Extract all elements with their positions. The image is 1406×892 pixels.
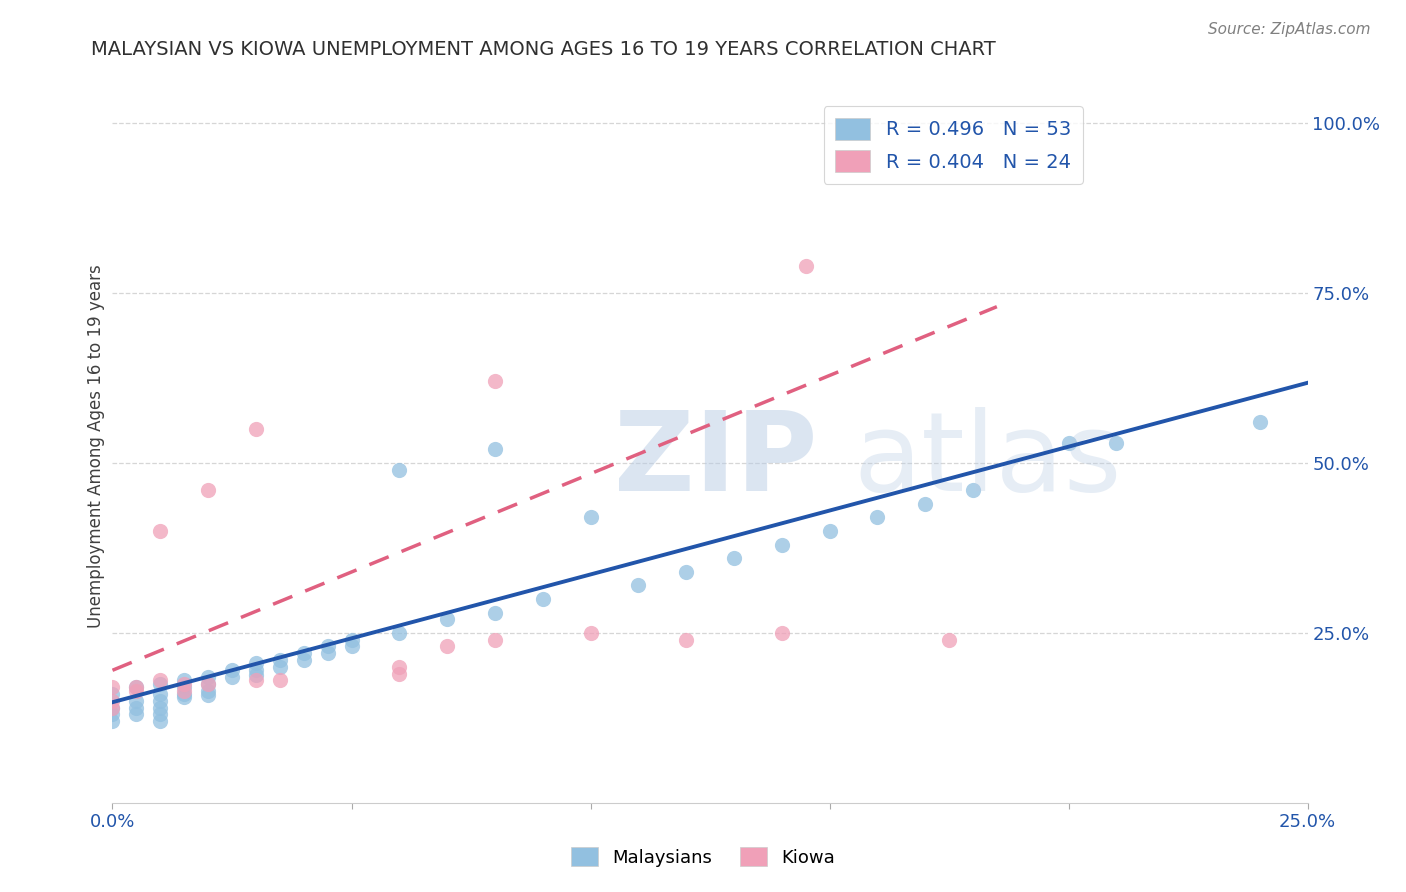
- Point: [962, 483, 984, 498]
- Point: [938, 632, 960, 647]
- Point: [197, 683, 219, 698]
- Point: [173, 690, 195, 705]
- Point: [197, 677, 219, 691]
- Point: [125, 680, 148, 694]
- Text: atlas: atlas: [853, 407, 1122, 514]
- Point: [388, 463, 411, 477]
- Point: [579, 626, 602, 640]
- Point: [245, 663, 267, 677]
- Point: [149, 677, 172, 691]
- Point: [723, 551, 745, 566]
- Point: [914, 497, 936, 511]
- Point: [197, 677, 219, 691]
- Point: [149, 524, 172, 538]
- Point: [388, 666, 411, 681]
- Point: [125, 700, 148, 714]
- Point: [269, 653, 291, 667]
- Point: [101, 714, 124, 729]
- Point: [269, 660, 291, 674]
- Point: [579, 510, 602, 524]
- Point: [197, 689, 219, 703]
- Point: [531, 591, 554, 606]
- Text: MALAYSIAN VS KIOWA UNEMPLOYMENT AMONG AGES 16 TO 19 YEARS CORRELATION CHART: MALAYSIAN VS KIOWA UNEMPLOYMENT AMONG AG…: [91, 40, 995, 59]
- Point: [1057, 435, 1080, 450]
- Point: [675, 565, 697, 579]
- Point: [675, 632, 697, 647]
- Legend: Malaysians, Kiowa: Malaysians, Kiowa: [564, 840, 842, 874]
- Point: [173, 680, 195, 694]
- Point: [316, 640, 339, 654]
- Point: [197, 483, 219, 498]
- Point: [101, 707, 124, 722]
- Point: [125, 694, 148, 708]
- Point: [125, 680, 148, 694]
- Point: [101, 680, 124, 694]
- Point: [101, 700, 124, 714]
- Point: [245, 668, 267, 682]
- Point: [149, 687, 172, 701]
- Point: [316, 646, 339, 660]
- Point: [388, 660, 411, 674]
- Point: [173, 687, 195, 701]
- Point: [221, 663, 243, 677]
- Point: [149, 694, 172, 708]
- Point: [340, 632, 363, 647]
- Point: [818, 524, 841, 538]
- Point: [436, 612, 458, 626]
- Point: [292, 653, 315, 667]
- Point: [292, 646, 315, 660]
- Point: [245, 422, 267, 436]
- Point: [770, 537, 793, 551]
- Point: [269, 673, 291, 688]
- Point: [245, 657, 267, 671]
- Point: [794, 259, 817, 273]
- Point: [245, 673, 267, 688]
- Point: [125, 707, 148, 722]
- Point: [125, 683, 148, 698]
- Point: [388, 626, 411, 640]
- Point: [149, 714, 172, 729]
- Point: [173, 673, 195, 688]
- Legend: R = 0.496   N = 53, R = 0.404   N = 24: R = 0.496 N = 53, R = 0.404 N = 24: [824, 106, 1083, 184]
- Text: Source: ZipAtlas.com: Source: ZipAtlas.com: [1208, 22, 1371, 37]
- Point: [101, 694, 124, 708]
- Point: [149, 700, 172, 714]
- Point: [484, 442, 506, 457]
- Point: [173, 683, 195, 698]
- Point: [484, 632, 506, 647]
- Point: [101, 700, 124, 714]
- Point: [149, 707, 172, 722]
- Point: [1105, 435, 1128, 450]
- Point: [866, 510, 889, 524]
- Point: [1249, 415, 1271, 429]
- Point: [484, 606, 506, 620]
- Y-axis label: Unemployment Among Ages 16 to 19 years: Unemployment Among Ages 16 to 19 years: [87, 264, 105, 628]
- Point: [149, 673, 172, 688]
- Point: [173, 677, 195, 691]
- Point: [627, 578, 650, 592]
- Point: [101, 687, 124, 701]
- Point: [484, 375, 506, 389]
- Point: [436, 640, 458, 654]
- Point: [221, 670, 243, 684]
- Point: [197, 670, 219, 684]
- Text: ZIP: ZIP: [614, 407, 818, 514]
- Point: [340, 640, 363, 654]
- Point: [770, 626, 793, 640]
